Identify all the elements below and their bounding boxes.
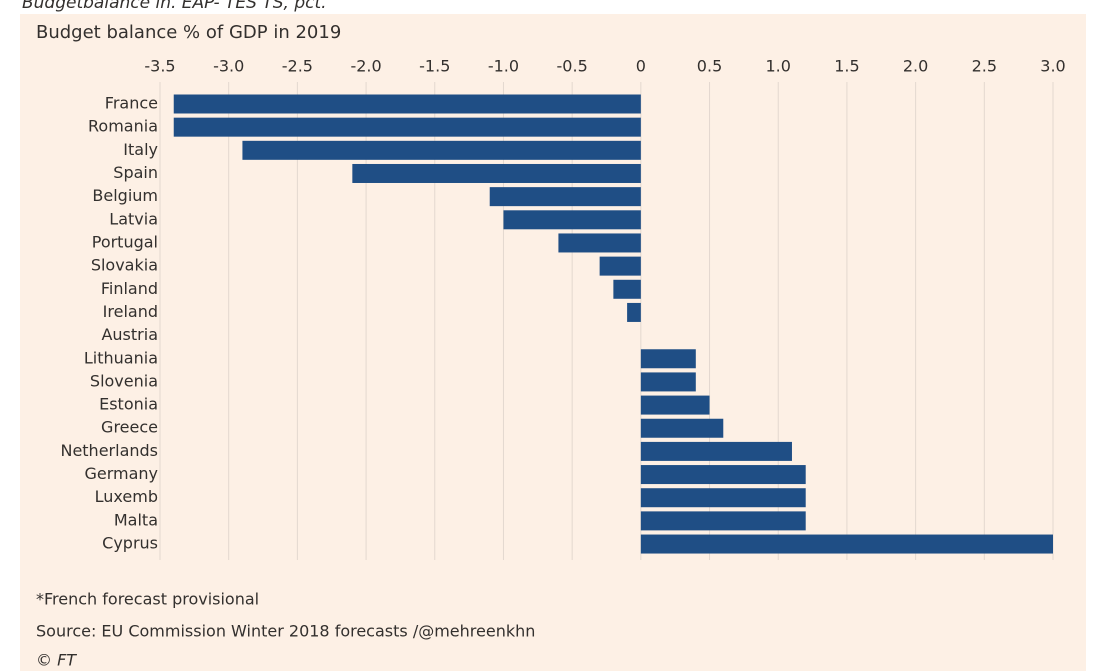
x-tick-label: 2.0 <box>903 57 928 76</box>
bar <box>503 210 641 230</box>
bar <box>640 372 696 392</box>
chart-title: Budget balance % of GDP in 2019 <box>36 22 341 43</box>
bar <box>640 465 806 485</box>
y-tick-label: Estonia <box>99 395 158 414</box>
bar <box>640 418 724 438</box>
x-tick-label: -1.0 <box>488 57 519 76</box>
x-tick-label: 1.0 <box>766 57 791 76</box>
bar <box>613 279 641 299</box>
y-tick-label: Ireland <box>103 302 158 321</box>
x-tick-label: -2.0 <box>350 57 381 76</box>
y-tick-label: Netherlands <box>60 441 158 460</box>
source: Source: EU Commission Winter 2018 foreca… <box>36 622 535 641</box>
x-tick-label: -2.5 <box>282 57 313 76</box>
y-tick-label: Greece <box>101 418 158 437</box>
y-tick-label: Lithuania <box>84 348 158 367</box>
y-tick-label: Belgium <box>92 186 158 205</box>
bar <box>640 441 792 461</box>
bar <box>640 395 710 415</box>
x-tick-label: -3.0 <box>213 57 244 76</box>
bar <box>599 256 641 276</box>
y-tick-label: Romania <box>88 117 158 136</box>
y-tick-label: Luxemb <box>95 487 158 506</box>
y-tick-label: Spain <box>113 163 158 182</box>
bar <box>242 140 641 160</box>
note: *French forecast provisional <box>36 590 259 609</box>
x-tick-label: -0.5 <box>557 57 588 76</box>
y-tick-label: Finland <box>101 279 158 298</box>
x-tick-label: 3.0 <box>1040 57 1065 76</box>
bar <box>489 187 641 207</box>
x-tick-label: 1.5 <box>834 57 859 76</box>
y-tick-label: Slovakia <box>91 256 158 275</box>
x-tick-label: 0 <box>636 57 646 76</box>
bar <box>627 302 641 322</box>
x-tick-label: -1.5 <box>419 57 450 76</box>
x-tick-label: -3.5 <box>144 57 175 76</box>
copyright: © FT <box>36 651 77 670</box>
x-tick-label: 0.5 <box>697 57 722 76</box>
y-tick-label: Germany <box>84 464 158 483</box>
bar <box>173 117 641 137</box>
y-tick-label: Portugal <box>92 232 158 251</box>
bar <box>640 511 806 531</box>
bar <box>173 94 641 114</box>
x-tick-label: 2.5 <box>972 57 997 76</box>
caption: Budgetbalance in. EAP- TES TS, pct. <box>22 0 327 13</box>
y-tick-label: France <box>105 94 158 113</box>
bar <box>640 488 806 508</box>
y-tick-label: Italy <box>123 140 158 159</box>
bar <box>640 534 1053 554</box>
y-tick-label: Malta <box>114 510 158 529</box>
y-tick-label: Latvia <box>109 209 158 228</box>
y-tick-label: Austria <box>101 325 158 344</box>
bar <box>640 349 696 369</box>
bar <box>352 163 641 183</box>
bar <box>558 233 641 253</box>
y-tick-label: Slovenia <box>90 371 158 390</box>
y-tick-label: Cyprus <box>102 534 158 553</box>
